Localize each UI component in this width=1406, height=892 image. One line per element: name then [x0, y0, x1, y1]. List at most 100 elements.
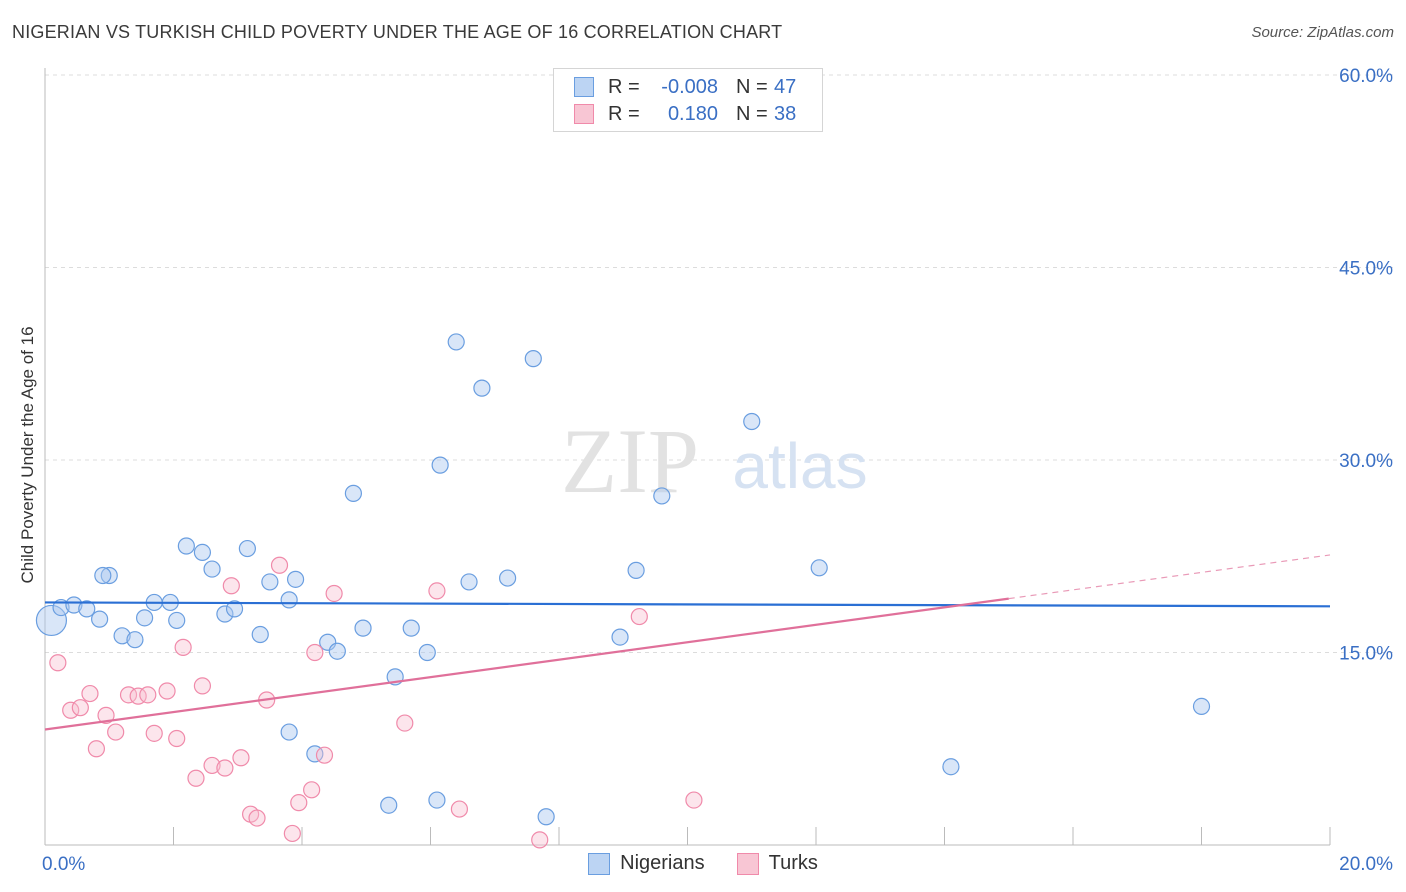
data-point-nigerians — [168, 611, 186, 630]
data-point-nigerians — [942, 758, 960, 776]
data-point-nigerians — [225, 600, 244, 618]
data-point-turks — [81, 684, 99, 703]
data-point-turks — [531, 831, 549, 849]
data-point-turks — [216, 759, 234, 777]
data-point-nigerians — [94, 566, 112, 585]
data-point-nigerians — [238, 539, 256, 558]
trend-line-turks — [44, 597, 1009, 731]
data-point-turks — [685, 791, 703, 809]
data-point-nigerians — [473, 379, 491, 397]
data-point-nigerians — [65, 596, 83, 614]
data-point-nigerians — [280, 591, 298, 609]
data-point-turks — [396, 714, 414, 732]
legend-item-nigerians[interactable]: Nigerians — [588, 852, 705, 875]
data-point-nigerians — [126, 631, 144, 649]
x-tick-label: 20.0% — [1339, 854, 1393, 875]
legend-swatch-nigerians — [574, 77, 594, 97]
watermark-zip: ZIP — [561, 410, 699, 512]
y-tick-label: 60.0% — [1339, 66, 1393, 87]
data-point-turks — [450, 800, 469, 818]
legend-item-turks[interactable]: Turks — [736, 852, 818, 875]
data-point-turks — [49, 654, 67, 672]
data-point-nigerians — [193, 543, 212, 562]
data-point-turks — [306, 643, 324, 662]
legend-n-value: 47 — [774, 75, 797, 98]
data-point-nigerians — [135, 609, 154, 627]
data-point-nigerians — [447, 333, 465, 351]
legend-r-value: 0.180 — [667, 102, 718, 125]
data-point-nigerians — [216, 605, 234, 623]
legend-n-label: N = — [736, 102, 768, 125]
data-point-nigerians — [203, 560, 221, 578]
data-point-turks — [62, 701, 80, 719]
legend-swatch-turks — [574, 104, 594, 124]
data-point-turks — [107, 723, 125, 741]
data-point-turks — [158, 682, 176, 700]
data-point-nigerians — [78, 600, 96, 618]
legend-n-label: N = — [736, 75, 768, 98]
data-point-nigerians — [1192, 697, 1211, 716]
data-point-turks — [203, 756, 221, 775]
data-point-nigerians — [810, 559, 828, 577]
data-point-nigerians — [280, 723, 298, 741]
stats-legend: R = -0.008 N = 47 R = 0.180 N = 38 — [553, 68, 823, 132]
data-point-nigerians — [653, 487, 671, 505]
legend-n-value: 38 — [774, 102, 797, 125]
data-point-nigerians — [35, 604, 68, 637]
data-point-nigerians — [460, 573, 478, 591]
data-point-nigerians — [611, 628, 629, 646]
trend-line-nigerians — [44, 601, 1331, 608]
data-point-nigerians — [524, 350, 542, 368]
data-point-nigerians — [380, 796, 398, 814]
data-point-turks — [168, 729, 186, 748]
tick-labels: 15.0% 30.0% 45.0% 60.0% 0.0% 20.0% — [42, 66, 1393, 875]
data-point-turks — [303, 781, 321, 799]
data-point-nigerians — [261, 573, 279, 591]
data-point-turks — [232, 749, 250, 767]
data-point-nigerians — [743, 412, 761, 431]
data-point-nigerians — [286, 570, 305, 588]
legend-r-label: R = — [608, 102, 640, 125]
axes — [44, 68, 1331, 846]
data-point-turks — [71, 699, 89, 717]
data-point-nigerians — [431, 456, 449, 474]
data-point-nigerians — [428, 791, 446, 809]
x-tick-label: 0.0% — [42, 854, 85, 875]
data-point-nigerians — [91, 610, 109, 628]
data-point-turks — [174, 638, 192, 656]
data-point-nigerians — [499, 569, 517, 587]
chart-title: NIGERIAN VS TURKISH CHILD POVERTY UNDER … — [12, 22, 783, 42]
data-point-turks — [87, 740, 106, 758]
data-point-turks — [270, 556, 289, 574]
data-point-nigerians — [402, 619, 420, 637]
data-point-turks — [283, 824, 301, 843]
data-point-turks — [325, 584, 343, 603]
legend-row-nigerians: R = -0.008 N = 47 — [574, 75, 796, 99]
watermark-atlas: atlas — [732, 430, 867, 502]
data-point-turks — [139, 686, 157, 704]
data-point-nigerians — [627, 561, 645, 579]
y-tick-label: 45.0% — [1339, 259, 1393, 280]
legend-swatch-turks — [736, 852, 759, 875]
legend-r-label: R = — [608, 75, 640, 98]
source-label: Source: ZipAtlas.com — [1251, 24, 1394, 41]
data-point-nigerians — [328, 642, 346, 660]
data-point-nigerians — [537, 808, 555, 826]
points — [35, 333, 1211, 849]
y-tick-label: 30.0% — [1339, 451, 1393, 472]
y-tick-label: 15.0% — [1339, 644, 1393, 665]
gridlines — [45, 74, 1395, 653]
data-point-turks — [145, 724, 163, 742]
data-point-turks — [193, 677, 212, 695]
legend-row-turks: R = 0.180 N = 38 — [574, 102, 796, 126]
data-point-nigerians — [177, 537, 195, 555]
data-point-nigerians — [354, 619, 372, 637]
series-legend: Nigerians Turks — [0, 852, 1406, 875]
data-point-nigerians — [418, 643, 436, 662]
data-point-turks — [187, 769, 205, 787]
data-point-nigerians — [113, 627, 131, 645]
data-point-nigerians — [100, 566, 118, 585]
data-point-turks — [290, 794, 308, 812]
legend-label-turks: Turks — [768, 852, 818, 874]
legend-swatch-nigerians — [588, 852, 611, 875]
